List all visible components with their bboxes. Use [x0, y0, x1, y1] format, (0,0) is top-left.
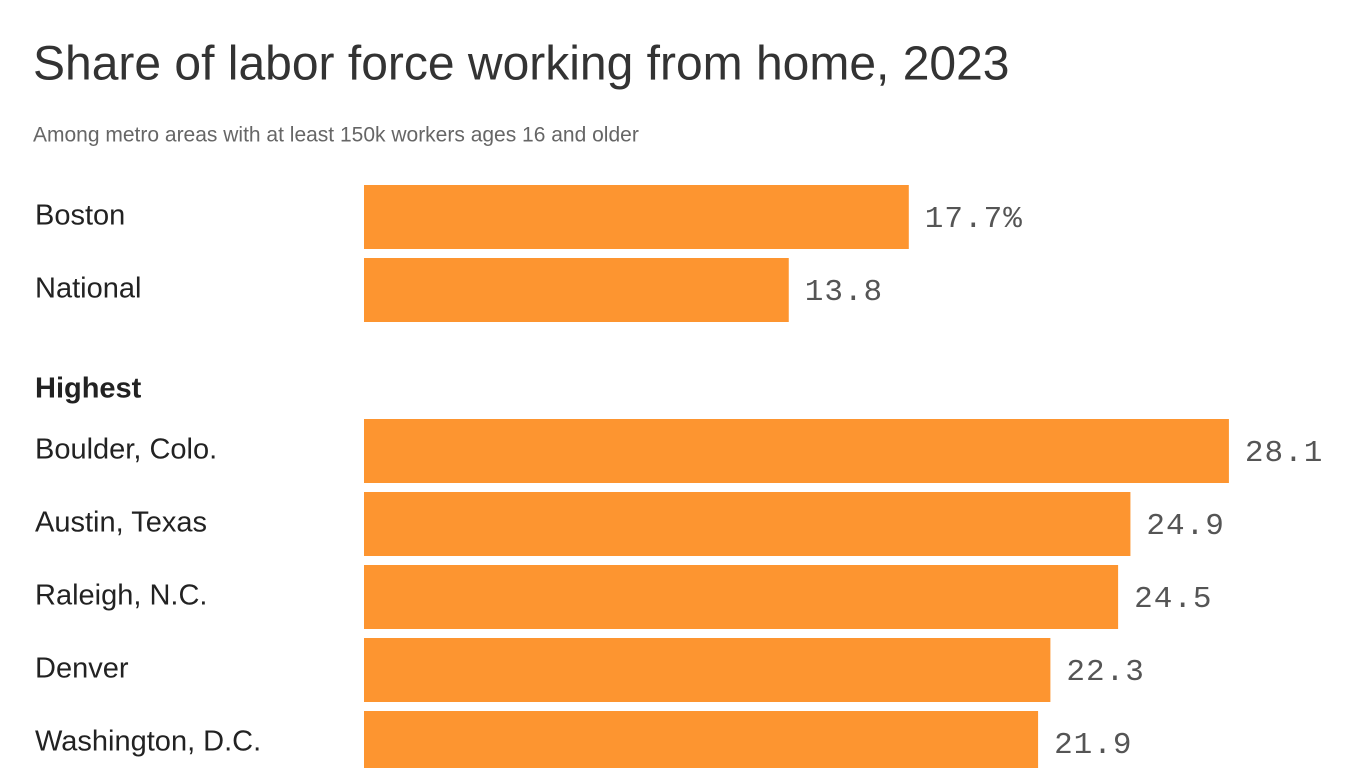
category-label: Boston [35, 200, 125, 232]
bar [364, 185, 909, 249]
bar [364, 492, 1131, 556]
group-label: Highest [35, 373, 142, 405]
category-label: Washington, D.C. [35, 726, 261, 758]
chart-subtitle: Among metro areas with at least 150k wor… [33, 124, 639, 147]
value-label: 21.9 [1054, 728, 1132, 763]
bar [364, 258, 789, 322]
value-label: 22.3 [1066, 655, 1144, 690]
category-label: Austin, Texas [35, 507, 207, 539]
category-label: National [35, 273, 141, 305]
value-label: 13.8 [805, 275, 883, 310]
bar [364, 711, 1039, 768]
value-label: 24.5 [1134, 582, 1212, 617]
chart-title: Share of labor force working from home, … [33, 38, 1010, 91]
value-label: 17.7% [925, 202, 1023, 237]
bar [364, 565, 1119, 629]
value-label: 24.9 [1146, 509, 1224, 544]
value-label: 28.1 [1245, 436, 1323, 471]
category-label: Raleigh, N.C. [35, 580, 207, 612]
bar [364, 419, 1229, 483]
bar [364, 638, 1051, 702]
category-label: Boulder, Colo. [35, 434, 217, 466]
category-label: Denver [35, 653, 129, 685]
